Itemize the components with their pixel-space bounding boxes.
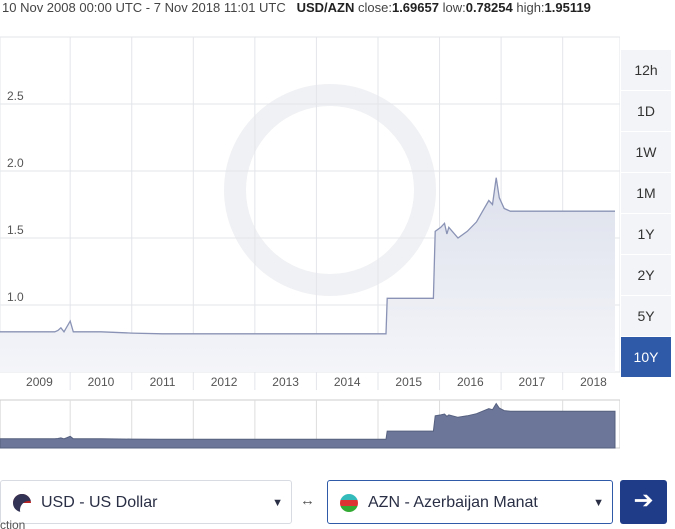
chart: 0.51.01.52.02.52009201020112012201320142…	[0, 36, 620, 449]
header: 10 Nov 2008 00:00 UTC - 7 Nov 2018 11:01…	[2, 0, 591, 15]
footer: ction	[0, 518, 26, 529]
flag	[340, 493, 358, 512]
x-tick-label: 2013	[272, 375, 299, 389]
navigator-area	[0, 402, 616, 449]
flag	[13, 493, 31, 512]
range-button[interactable]: 12h	[621, 50, 671, 91]
y-tick-label: 1.5	[7, 223, 24, 237]
x-tick-label: 2014	[334, 375, 361, 389]
range-button[interactable]: 2Y	[621, 255, 671, 296]
x-tick-label: 2012	[211, 375, 238, 389]
to-label: AZN - Azerbaijan Manat	[368, 494, 538, 511]
range-button[interactable]: 1M	[621, 173, 671, 214]
x-tick-label: 2011	[150, 375, 176, 389]
value: 1.69657	[391, 0, 439, 15]
to-select[interactable]: AZN - Azerbaijan Manat ▼	[327, 480, 613, 524]
value: 0.78254	[465, 0, 513, 15]
range-button[interactable]: 1D	[621, 91, 671, 132]
range-buttons: 12h 1D 1W 1M 1Y 2Y 5Y 10Y	[621, 50, 671, 378]
value: 1.95119	[544, 0, 591, 15]
y-tick-label: 1.0	[7, 290, 24, 304]
x-tick-label: 2009	[26, 375, 53, 389]
range-button[interactable]: 10Y	[621, 337, 671, 378]
x-tick-label: 2010	[88, 375, 115, 389]
range: 10 Nov 2008 00:00 UTC - 7 Nov 2018 11:01…	[2, 0, 286, 15]
label: low:	[442, 0, 466, 15]
caret: ▼	[272, 497, 283, 509]
y-tick-label: 2.5	[7, 89, 24, 103]
pair: USD/AZN	[296, 0, 355, 15]
x-tick-label: 2015	[395, 375, 422, 389]
range-button[interactable]: 5Y	[621, 296, 671, 337]
area	[0, 177, 615, 372]
swap[interactable]: ↔	[300, 492, 315, 509]
caret: ▼	[593, 497, 604, 509]
line	[0, 177, 615, 335]
from-label: USD - US Dollar	[41, 494, 158, 511]
label: high:	[516, 0, 545, 15]
watermark	[224, 84, 436, 296]
label: close:	[358, 0, 392, 15]
range-button[interactable]: 1Y	[621, 214, 671, 255]
y-tick-label: 2.0	[7, 156, 24, 170]
x-tick-label: 2018	[580, 375, 607, 389]
x-tick-label: 2017	[519, 375, 546, 389]
range-button[interactable]: 1W	[621, 132, 671, 173]
from-select[interactable]: USD - US Dollar ▼	[0, 480, 292, 524]
convert-button[interactable]: ➔	[620, 480, 667, 524]
x-tick-label: 2016	[457, 375, 484, 389]
